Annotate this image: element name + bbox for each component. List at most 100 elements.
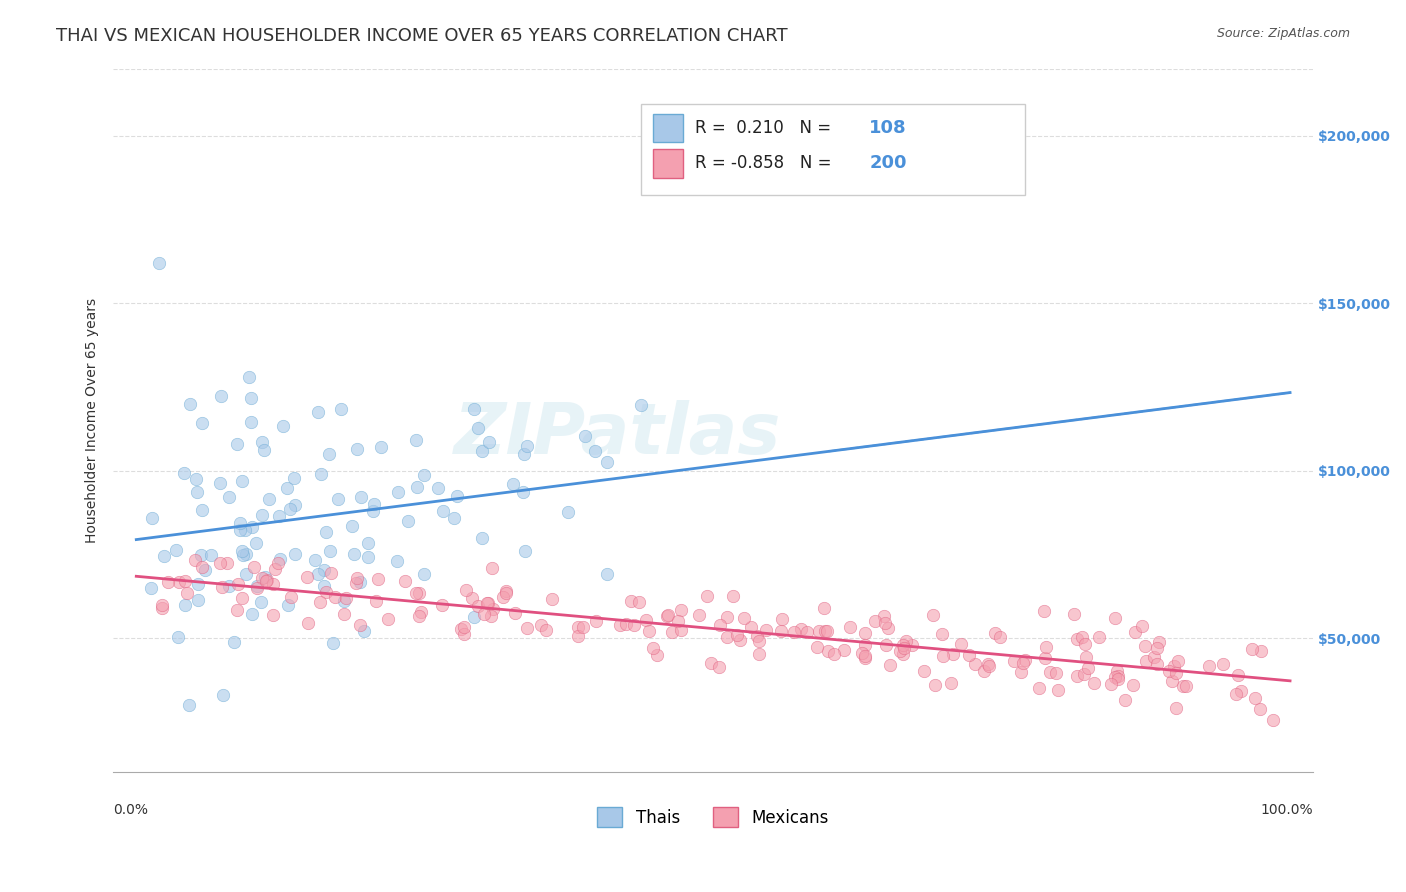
Point	[357, 536, 380, 550]
Point	[557, 505, 579, 519]
Point	[377, 611, 399, 625]
Point	[748, 647, 770, 661]
Text: Source: ZipAtlas.com: Source: ZipAtlas.com	[1216, 27, 1350, 40]
Point	[1241, 642, 1264, 657]
Point	[596, 566, 619, 581]
Point	[620, 594, 643, 608]
Point	[699, 657, 721, 671]
Point	[264, 562, 287, 576]
Point	[630, 398, 652, 412]
Point	[585, 614, 607, 628]
Point	[361, 504, 384, 518]
Point	[1147, 634, 1170, 648]
Point	[211, 580, 233, 594]
Point	[252, 435, 274, 450]
Point	[406, 481, 429, 495]
Point	[853, 651, 876, 665]
Point	[280, 591, 302, 605]
Point	[1174, 679, 1197, 693]
Point	[817, 644, 839, 658]
Point	[783, 625, 806, 640]
Point	[166, 630, 188, 644]
Point	[748, 633, 770, 648]
Point	[191, 503, 214, 517]
Point	[1066, 632, 1088, 646]
Point	[453, 626, 475, 640]
Point	[1014, 652, 1036, 666]
Point	[254, 574, 277, 588]
Point	[297, 615, 319, 630]
Point	[950, 637, 973, 651]
Point	[481, 561, 503, 575]
Point	[716, 630, 738, 644]
Point	[307, 567, 329, 582]
Point	[1230, 683, 1253, 698]
Point	[614, 617, 637, 632]
Point	[1046, 683, 1069, 698]
Point	[666, 614, 689, 628]
Point	[267, 508, 290, 523]
Point	[1198, 658, 1220, 673]
Point	[139, 581, 162, 595]
Point	[855, 626, 877, 640]
Y-axis label: Householder Income Over 65 years: Householder Income Over 65 years	[86, 298, 100, 543]
Point	[443, 511, 465, 525]
Text: 108: 108	[869, 120, 907, 137]
Point	[218, 579, 240, 593]
Point	[190, 548, 212, 562]
Point	[1123, 625, 1146, 640]
Point	[838, 620, 860, 634]
Point	[1063, 607, 1085, 622]
Point	[450, 622, 472, 636]
Point	[235, 547, 257, 561]
Point	[574, 429, 596, 443]
Point	[1135, 654, 1157, 668]
Point	[333, 607, 356, 621]
Point	[1122, 678, 1144, 692]
Point	[276, 481, 298, 495]
Point	[173, 466, 195, 480]
Point	[267, 556, 290, 570]
Point	[312, 563, 335, 577]
Point	[238, 369, 260, 384]
Point	[1083, 675, 1105, 690]
Point	[815, 624, 838, 638]
Point	[408, 586, 430, 600]
Point	[471, 531, 494, 545]
Point	[226, 603, 249, 617]
Point	[256, 573, 278, 587]
Point	[173, 598, 195, 612]
Point	[225, 437, 247, 451]
Point	[307, 405, 329, 419]
Point	[257, 491, 280, 506]
FancyBboxPatch shape	[641, 103, 1025, 195]
Point	[453, 620, 475, 634]
Point	[931, 627, 953, 641]
Point	[482, 602, 505, 616]
Point	[330, 402, 353, 417]
Point	[983, 626, 1005, 640]
Point	[1107, 668, 1129, 682]
Point	[1039, 665, 1062, 679]
Point	[346, 571, 368, 585]
Point	[716, 610, 738, 624]
Point	[512, 447, 534, 461]
Point	[896, 634, 918, 648]
Point	[1033, 604, 1056, 618]
Point	[1010, 665, 1032, 679]
Point	[638, 624, 661, 639]
Point	[1244, 690, 1267, 705]
Point	[1105, 665, 1128, 679]
Point	[1146, 641, 1168, 656]
Point	[1077, 660, 1099, 674]
Point	[326, 491, 349, 506]
Point	[932, 649, 955, 664]
Point	[446, 489, 468, 503]
Point	[235, 524, 257, 538]
Point	[463, 401, 485, 416]
Point	[240, 391, 263, 405]
Point	[252, 508, 274, 523]
Point	[1011, 656, 1033, 670]
Point	[413, 468, 436, 483]
Text: THAI VS MEXICAN HOUSEHOLDER INCOME OVER 65 YEARS CORRELATION CHART: THAI VS MEXICAN HOUSEHOLDER INCOME OVER …	[56, 27, 787, 45]
